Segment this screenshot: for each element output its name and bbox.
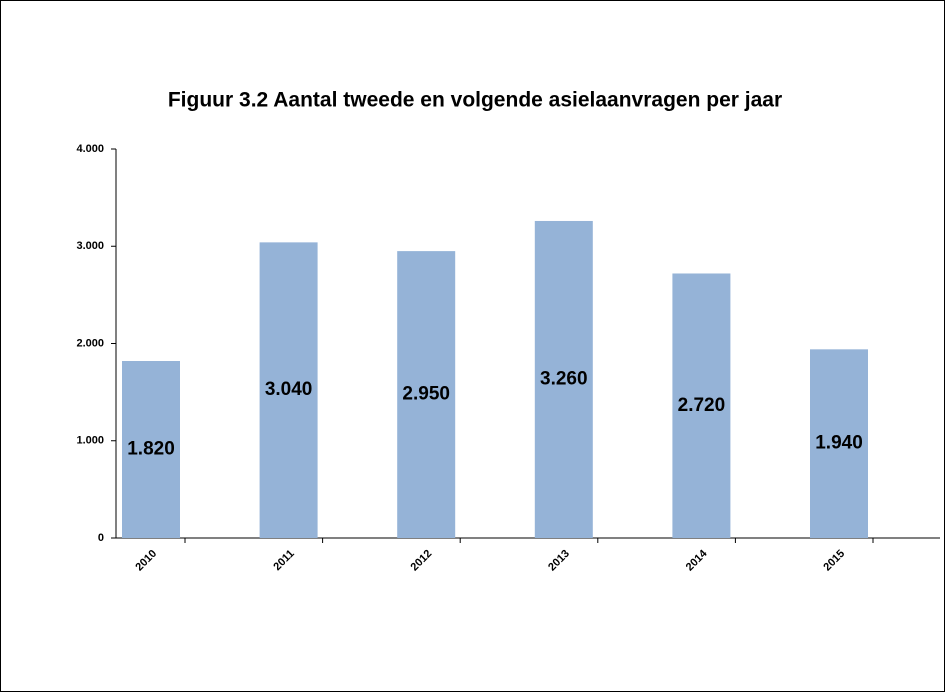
value-label: 2.950: [402, 384, 450, 405]
y-tick-label: 1.000: [76, 435, 104, 447]
y-tick-label: 0: [98, 532, 104, 544]
value-label: 2.720: [678, 395, 726, 416]
bar: [810, 349, 868, 538]
bar: [534, 220, 593, 538]
bar: [672, 273, 731, 538]
value-label: 3.040: [265, 379, 313, 400]
chart-title: Figuur 3.2 Aantal tweede en volgende asi…: [168, 89, 782, 112]
value-label: 3.260: [540, 368, 588, 389]
bar: [122, 361, 180, 538]
y-tick-label: 4.000: [76, 143, 104, 155]
bar: [259, 242, 318, 539]
value-label: 1.940: [815, 433, 863, 454]
bar: [397, 251, 456, 539]
y-tick-label: 2.000: [76, 337, 104, 349]
value-label: 1.820: [127, 439, 175, 460]
y-tick-label: 3.000: [76, 240, 104, 252]
